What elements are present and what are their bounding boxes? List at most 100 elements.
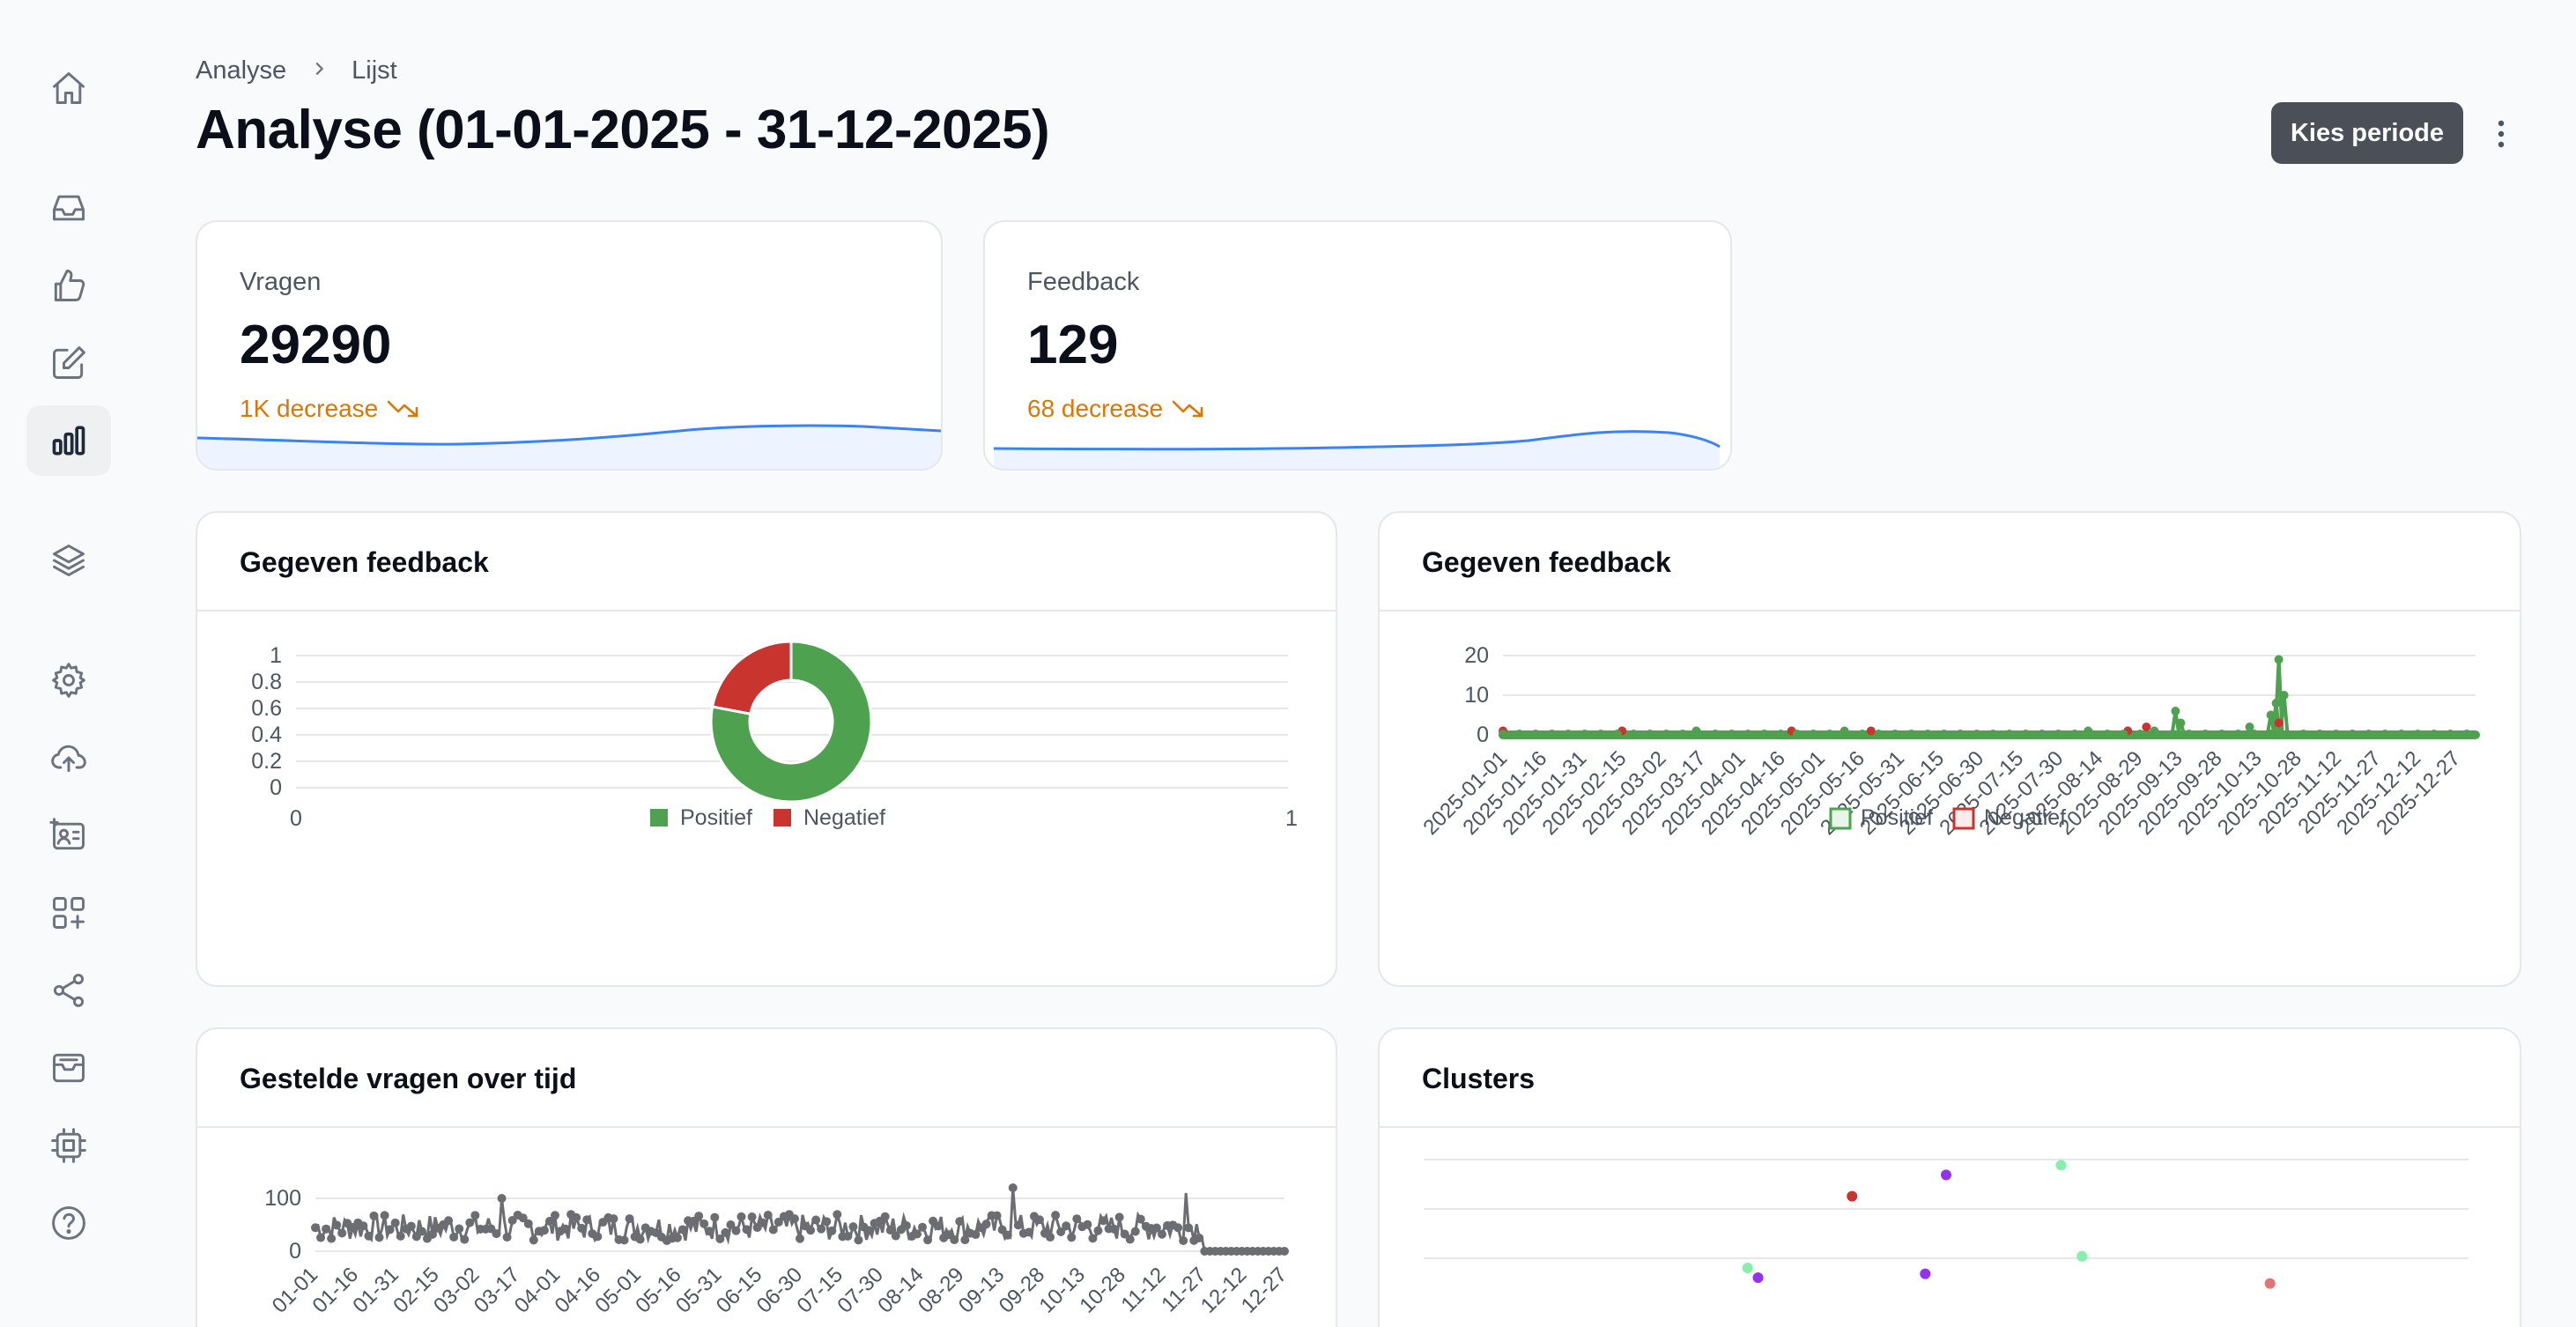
data-point: [1136, 1214, 1145, 1224]
data-point: [337, 1228, 347, 1238]
data-point: [918, 1222, 928, 1232]
data-point: [721, 1227, 730, 1237]
data-point: [1179, 1235, 1188, 1245]
data-point: [774, 1217, 783, 1227]
nav-home[interactable]: [26, 53, 111, 123]
data-point: [609, 1214, 618, 1224]
x-tick-label: 01-01: [268, 1263, 323, 1318]
data-point-positief: [2274, 655, 2284, 664]
divider: [1380, 1126, 2520, 1128]
data-point: [1088, 1234, 1098, 1243]
divider: [1380, 610, 2520, 612]
edit-icon: [53, 346, 85, 379]
stat-trend-text: 1K decrease: [240, 395, 379, 422]
data-point: [1013, 1220, 1023, 1230]
data-point-positief: [1596, 730, 1606, 738]
archive-icon: [53, 1053, 85, 1083]
more-vertical-icon: [2498, 120, 2505, 148]
data-point: [1130, 1227, 1140, 1236]
data-point: [1109, 1224, 1119, 1234]
data-point: [992, 1211, 1002, 1220]
data-point: [502, 1233, 512, 1242]
data-point: [396, 1231, 405, 1241]
stat-label: Vragen: [240, 268, 322, 296]
nav-edit[interactable]: [26, 328, 111, 398]
data-point-positief: [1956, 730, 1965, 738]
more-options-button[interactable]: [2483, 109, 2520, 159]
data-point: [731, 1226, 741, 1235]
data-point: [1125, 1234, 1135, 1244]
data-point: [1083, 1220, 1092, 1229]
pie-slice-positief: [709, 640, 873, 804]
y-tick-label: 0: [270, 775, 282, 800]
data-point: [460, 1234, 470, 1244]
data-point: [322, 1224, 331, 1234]
data-point: [981, 1220, 991, 1229]
stat-trend-text: 68 decrease: [1027, 395, 1164, 422]
x-tick-label: 04-01: [510, 1263, 566, 1318]
data-point-positief: [2054, 730, 2063, 738]
share-icon: [53, 974, 85, 1007]
series-line-positief: [2282, 694, 2290, 736]
data-point: [311, 1223, 320, 1233]
nav-layers[interactable]: [26, 525, 111, 596]
data-point-positief: [2298, 730, 2308, 738]
data-point: [492, 1229, 501, 1239]
data-point: [518, 1213, 528, 1223]
data-point-positief: [1499, 730, 1507, 738]
nav-upload[interactable]: [26, 723, 111, 793]
data-point-positief: [2446, 730, 2455, 738]
data-point: [539, 1226, 549, 1235]
data-point-positief: [2380, 730, 2390, 738]
questions-time-chart: 010001-0101-1601-3102-1503-0203-1704-010…: [264, 1183, 1292, 1318]
data-point: [523, 1219, 533, 1228]
data-point: [700, 1219, 709, 1228]
y-tick-label: 20: [1464, 643, 1489, 668]
data-point-positief: [2151, 730, 2161, 738]
data-point: [327, 1234, 337, 1243]
data-point: [332, 1220, 342, 1230]
data-point: [822, 1217, 832, 1227]
data-point: [369, 1211, 379, 1220]
nav-help[interactable]: [26, 1188, 111, 1258]
nav-inbox[interactable]: [26, 173, 111, 243]
nav-apps[interactable]: [26, 878, 111, 948]
nav-contacts[interactable]: [26, 800, 111, 871]
x-tick-label: 1: [1285, 806, 1298, 831]
data-point: [912, 1229, 922, 1239]
x-tick-label: 09-28: [995, 1263, 1050, 1318]
data-point: [742, 1225, 751, 1234]
data-point-positief: [1711, 730, 1721, 738]
nav-settings[interactable]: [26, 645, 111, 715]
data-point-positief: [1580, 730, 1589, 738]
data-point: [577, 1223, 587, 1233]
data-point: [444, 1216, 454, 1226]
data-point: [672, 1233, 682, 1242]
data-point: [635, 1234, 645, 1244]
x-tick-label: 03-02: [429, 1263, 485, 1318]
choose-period-button[interactable]: Kies periode: [2271, 102, 2463, 164]
y-tick-label: 0: [289, 1239, 301, 1264]
data-point: [854, 1235, 863, 1245]
data-point: [1056, 1227, 1066, 1236]
data-point-positief: [2176, 718, 2186, 728]
data-point-negatief: [1866, 726, 1876, 736]
data-point-positief: [2171, 707, 2180, 715]
data-point: [885, 1226, 895, 1235]
data-point: [1046, 1233, 1055, 1242]
contact-card-icon: [49, 818, 85, 850]
data-point: [1067, 1233, 1077, 1242]
data-point: [1034, 1215, 1044, 1225]
cluster-point: [1847, 1190, 1858, 1202]
panel-feedback-line: Gegeven feedback 0 10 20 2025-01-01 2025-01-…: [1378, 511, 2521, 987]
nav-chip[interactable]: [26, 1110, 111, 1181]
clusters-scatter-chart: [1424, 1159, 2469, 1289]
nav-feedback[interactable]: [26, 250, 111, 321]
nav-share[interactable]: [26, 955, 111, 1026]
nav-analytics[interactable]: [26, 405, 111, 476]
x-tick-label: 01-16: [308, 1263, 364, 1318]
breadcrumb-root[interactable]: Analyse: [196, 56, 287, 85]
nav-archive[interactable]: [26, 1033, 111, 1103]
breadcrumb-current[interactable]: Lijst: [352, 56, 397, 85]
stat-value: 29290: [240, 315, 392, 375]
